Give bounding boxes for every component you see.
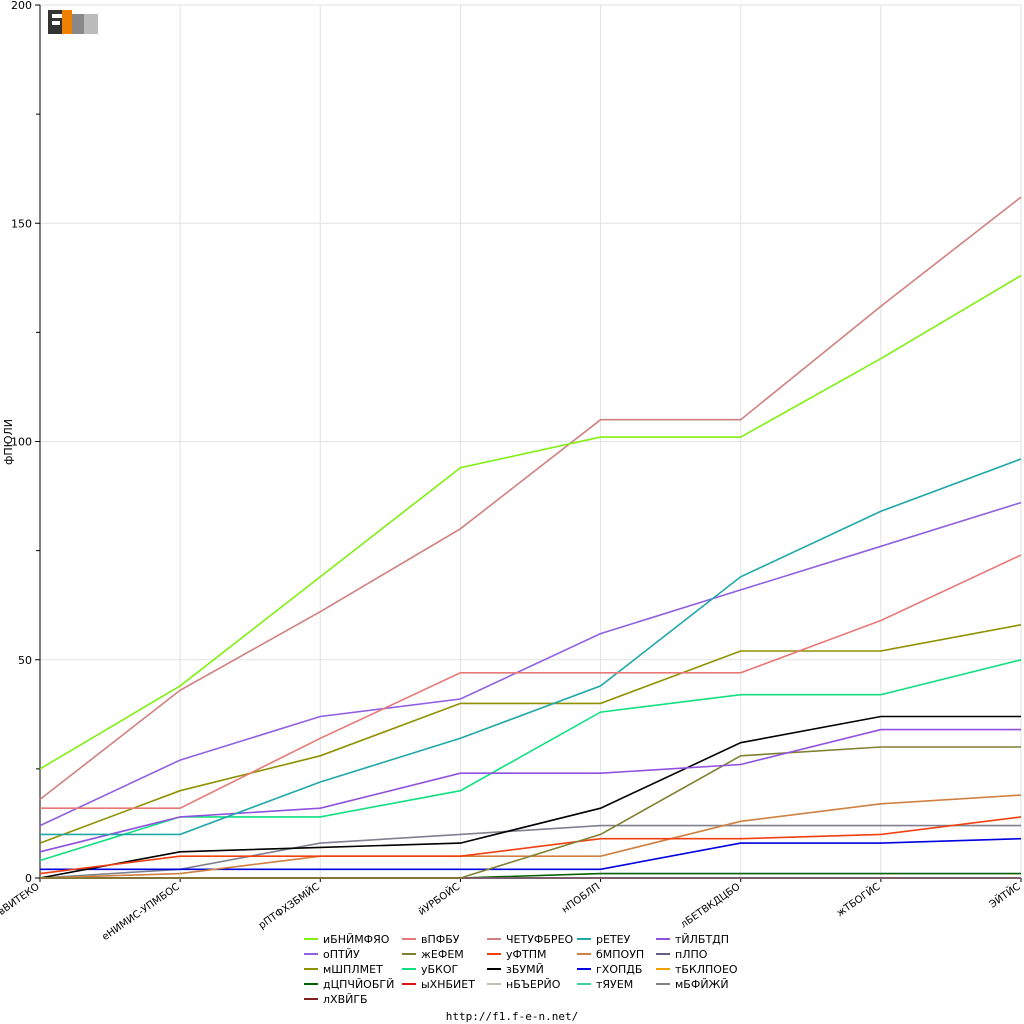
legend-label: вПФБУ — [421, 933, 460, 946]
x-tick-label: рПТФХЗБМЙС — [256, 880, 322, 932]
grid — [36, 4, 1022, 879]
legend-label: мБФЙЖЙ — [675, 978, 729, 991]
series-line — [39, 715, 1021, 879]
series-line — [40, 837, 1022, 871]
y-axis-ticks: 0 50 100 150 200 — [11, 0, 40, 885]
series-line — [40, 746, 1021, 879]
x-tick-label: йУРБОЙС — [416, 880, 463, 918]
y-tick-label: 0 — [25, 872, 32, 885]
legend-label: тЙЛБТДП — [675, 933, 729, 946]
x-tick-label: лБЕТВКДЦБО — [679, 881, 743, 930]
legend-label: ыХНБИЕТ — [421, 978, 475, 991]
series-line — [39, 659, 1022, 862]
legend-label: дЦПЧЙОБГЙ — [323, 978, 394, 991]
legend-label: зБУМЙ — [506, 963, 544, 976]
legend-label: уБКОГ — [421, 963, 459, 976]
series-line — [39, 728, 1021, 853]
x-tick-label: ЭЙТЙС — [987, 880, 1023, 911]
y-tick-label: 200 — [11, 0, 32, 12]
series-lines — [39, 196, 1022, 879]
y-axis-title: фПЮЛИ — [2, 419, 15, 465]
legend-label: ЧЕТУФБРЕО — [506, 933, 574, 946]
y-tick-label: 150 — [11, 217, 32, 230]
footer-url[interactable]: http://f1.f-e-n.net/ — [445, 1010, 579, 1023]
x-tick-label: вВИТЕКО — [0, 881, 42, 917]
legend-label: иБНЙМФЯО — [323, 933, 390, 946]
series-line — [40, 458, 1022, 836]
legend-label: рЕТЕУ — [596, 933, 631, 946]
y-tick-label: 50 — [18, 654, 32, 667]
series-line — [39, 794, 1022, 879]
legend-label: пЛПО — [675, 948, 708, 961]
series-line — [39, 274, 1022, 770]
legend-label: нБЪЕРЙО — [506, 978, 561, 991]
legend: иБНЙМФЯО вПФБУ ЧЕТУФБРЕО рЕТЕУ тЙЛБТДП оПТЙУ ж… — [304, 933, 738, 1006]
series-line — [39, 624, 1022, 844]
legend-label: мШПЛМЕТ — [323, 963, 383, 976]
legend-label: оПТЙУ — [323, 948, 360, 961]
legend-label: гХОПДБ — [596, 963, 642, 976]
legend-label: тЯУЕМ — [596, 978, 633, 991]
legend-label: бМПОУП — [596, 948, 644, 961]
f1en-logo — [48, 8, 100, 36]
legend-label: уФТПМ — [506, 948, 546, 961]
legend-label: жЕФЕМ — [421, 948, 464, 961]
series-line — [39, 501, 1022, 827]
series-line — [39, 824, 1021, 879]
x-tick-label: еНИМИС-УПМБОС — [100, 881, 182, 943]
series-line — [40, 554, 1022, 810]
y-tick-label: 100 — [11, 436, 32, 449]
series-line — [39, 196, 1022, 801]
legend-label: лХВЙГБ — [323, 993, 368, 1006]
series-line — [39, 816, 1022, 875]
legend-label: тБКЛПОЕО — [675, 963, 738, 976]
x-tick-label: нПОБЛП — [560, 881, 602, 915]
x-tick-label: жТБОГЙС — [834, 880, 883, 920]
